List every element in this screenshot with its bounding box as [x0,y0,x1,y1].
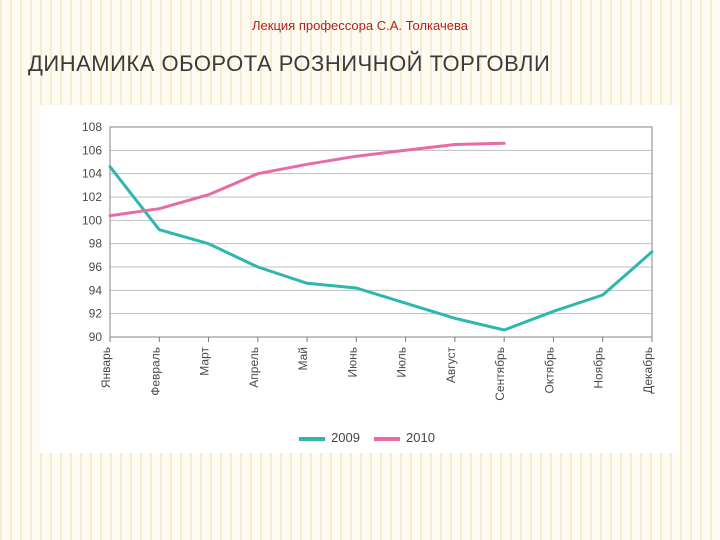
svg-text:Июль: Июль [395,347,409,378]
svg-text:Июнь: Июнь [345,347,359,378]
svg-text:108: 108 [82,120,102,134]
svg-text:100: 100 [82,213,102,227]
chart-legend: 2009 2010 [52,430,668,445]
legend-label-2010: 2010 [406,430,435,445]
svg-text:102: 102 [82,190,102,204]
svg-text:Декабрь: Декабрь [641,347,655,394]
svg-text:Март: Март [198,347,212,376]
svg-text:Февраль: Февраль [148,347,162,396]
chart-container: 90 92 94 96 98 100 102 104 106 108 Январь Февраль Ма… [40,105,680,453]
svg-text:Ноябрь: Ноябрь [592,347,606,389]
svg-text:90: 90 [89,330,103,344]
svg-text:106: 106 [82,143,102,157]
svg-text:Август: Август [444,347,458,384]
svg-text:98: 98 [89,237,103,251]
slide: Лекция профессора С.А. Толкачева ДИНАМИК… [0,0,720,540]
legend-swatch-2009 [299,437,325,441]
svg-text:Сентябрь: Сентябрь [493,347,507,401]
lecture-subtitle: Лекция профессора С.А. Толкачева [28,18,692,33]
svg-text:Апрель: Апрель [247,347,261,388]
svg-text:96: 96 [89,260,103,274]
retail-turnover-chart: 90 92 94 96 98 100 102 104 106 108 Январь Февраль Ма… [52,117,668,417]
page-title: ДИНАМИКА ОБОРОТА РОЗНИЧНОЙ ТОРГОВЛИ [28,51,692,77]
svg-text:92: 92 [89,307,103,321]
legend-label-2009: 2009 [331,430,360,445]
legend-swatch-2010 [374,437,400,441]
svg-text:Октябрь: Октябрь [542,347,556,394]
svg-text:104: 104 [82,167,102,181]
svg-text:Май: Май [296,347,310,371]
svg-text:94: 94 [89,283,103,297]
svg-text:Январь: Январь [99,347,113,388]
